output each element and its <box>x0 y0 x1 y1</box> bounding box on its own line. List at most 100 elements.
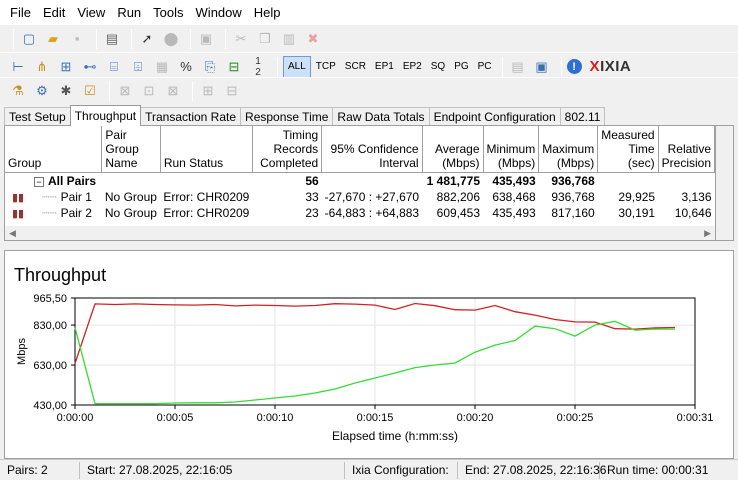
copy-icon[interactable]: ❐ <box>259 30 271 46</box>
confidence-interval: -64,883 : +64,883 <box>324 205 420 220</box>
paste-icon[interactable]: ▥ <box>282 30 296 46</box>
filter-all-button[interactable]: ALL <box>283 55 311 78</box>
toolbar-separator <box>96 28 97 49</box>
tools-icon[interactable]: ✱ <box>60 82 72 98</box>
col-header-relative-precision[interactable]: Relative Precision <box>658 126 715 173</box>
col-header-group[interactable]: Group <box>5 126 103 173</box>
filter-tcp-button[interactable]: TCP <box>315 61 336 72</box>
scroll-left-icon[interactable]: ◀ <box>9 227 16 238</box>
filter-ep2-button[interactable]: EP2 <box>402 61 422 72</box>
tree-line: ┈┈ <box>42 205 57 220</box>
toolbar-separator <box>131 28 132 49</box>
throughput-chart: 965,50 830,00 630,00 430,000:00:00 0:00:05 0:… <box>16 293 713 443</box>
wizard-icon[interactable]: ⚗ <box>12 82 24 98</box>
run-status: Error: CHR0209 <box>163 189 250 204</box>
filter-ep1-button[interactable]: EP1 <box>374 61 394 72</box>
status-ixia-config: Ixia Configuration: <box>345 461 458 479</box>
col-header-average[interactable]: Average (Mbps) <box>422 126 484 173</box>
endpoint-icon[interactable]: ⊞ <box>60 58 72 74</box>
menu-edit[interactable]: Edit <box>42 4 66 20</box>
group-icon[interactable]: ⊞ <box>202 82 214 98</box>
results-tabs: Test Setup Throughput Transaction Rate R… <box>4 105 606 126</box>
col-header-run-status[interactable]: Run Status <box>160 126 253 173</box>
menu-view[interactable]: View <box>77 4 106 20</box>
average: 882,206 <box>436 189 481 204</box>
count-icon[interactable]: ⊟ <box>228 58 240 74</box>
pair-1-cell: ▮▮ ┈┈ Pair 1 <box>5 189 102 205</box>
cut-icon[interactable]: ✂ <box>235 30 247 46</box>
chart-config-icon[interactable]: ⚙ <box>36 82 48 98</box>
col-header-minimum[interactable]: Minimum (Mbps) <box>483 126 540 173</box>
col-header-measured-time[interactable]: Measured Time (sec) <box>597 126 659 173</box>
tab-throughput[interactable]: Throughput <box>69 105 142 126</box>
all-pairs-label: All Pairs <box>48 173 97 188</box>
filter-pg-button[interactable]: PG <box>454 61 469 72</box>
network-icon[interactable]: ⊷ <box>83 58 97 74</box>
save-icon[interactable]: ▪ <box>74 31 80 46</box>
menu-run[interactable]: Run <box>117 4 142 20</box>
collapse-toggle-icon[interactable]: − <box>34 176 44 187</box>
col-header-confidence-interval[interactable]: 95% Confidence Interval <box>321 126 423 173</box>
menu-help[interactable]: Help <box>253 4 281 20</box>
delete-icon[interactable]: ✖ <box>307 30 319 46</box>
filter-scr-button[interactable]: SCR <box>344 61 366 72</box>
save-report-icon[interactable]: ▣ <box>535 58 548 74</box>
table-row[interactable]: ▮▮ ┈┈ Pair 2 No Group Error: CHR0209 23 -6… <box>5 205 715 221</box>
filter-sq-button[interactable]: SQ <box>430 61 446 72</box>
measured-time: 29,925 <box>618 189 656 204</box>
horizontal-scrollbar[interactable]: ◀ ▶ <box>5 226 715 240</box>
checklist-icon[interactable]: ☑ <box>84 82 96 98</box>
percent-icon[interactable]: % <box>180 59 192 74</box>
script-icon[interactable]: ⌸ <box>110 58 118 74</box>
tab-transaction-rate[interactable]: Transaction Rate <box>140 107 242 126</box>
print-icon[interactable]: ▤ <box>105 30 119 46</box>
pair-add-icon[interactable]: ⊢ <box>12 58 24 74</box>
tab-endpoint-configuration[interactable]: Endpoint Configuration <box>428 107 561 126</box>
toolbar-separator <box>190 28 191 49</box>
export-icon[interactable]: ⎘ <box>204 58 216 74</box>
multicast-icon[interactable]: ⋔ <box>36 58 48 74</box>
menu-tools[interactable]: Tools <box>153 4 184 20</box>
all-pairs-records: 56 <box>305 173 319 188</box>
col-header-timing-records[interactable]: Timing Records Completed <box>252 126 323 173</box>
menu-window[interactable]: Window <box>195 4 242 20</box>
collapse-icon[interactable]: ⊡ <box>143 82 155 98</box>
open-folder-icon[interactable]: ▰ <box>48 30 58 46</box>
vertical-scrollbar[interactable] <box>716 125 734 241</box>
col-header-maximum[interactable]: Maximum (Mbps) <box>538 126 599 173</box>
x-tick-label: 0:00:10 <box>257 412 294 424</box>
menu-bar: File Edit View Run Tools Window Help <box>0 0 738 24</box>
info-icon[interactable]: ! <box>566 59 582 74</box>
filter-icon[interactable]: ▦ <box>155 58 169 74</box>
stop-icon[interactable]: ⬤ <box>163 30 179 46</box>
ungroup-icon[interactable]: ⊟ <box>226 82 238 98</box>
edit-script-icon[interactable]: ⌹ <box>134 58 142 74</box>
new-file-icon[interactable]: ▢ <box>22 30 36 46</box>
table-row[interactable]: ▮▮ ┈┈ Pair 1 No Group Error: CHR0209 33 -2… <box>5 189 715 205</box>
y-tick-label: 630,00 <box>33 360 67 372</box>
filter-pc-button[interactable]: PC <box>477 61 492 72</box>
expand-icon[interactable]: ⊠ <box>119 82 131 98</box>
menu-file[interactable]: File <box>10 4 31 20</box>
all-pairs-row[interactable]: − All Pairs 56 1 481,775 435,493 936,768 <box>5 173 715 189</box>
tab-raw-data-totals[interactable]: Raw Data Totals <box>332 107 430 126</box>
tab-802-11[interactable]: 802.11 <box>559 107 606 126</box>
expand-all-icon[interactable]: ⊠ <box>167 82 179 98</box>
col-header-pair-group-name[interactable]: Pair Group Name <box>101 126 161 173</box>
toolbar-separator <box>109 80 110 101</box>
results-grid: Group Pair Group Name Run Status Timing … <box>4 125 716 241</box>
main-toolbar: ▢ ▰ ▪ ▤ ➚ ⬤ ▣ ✂ ❐ ▥ ✖ <box>0 24 738 52</box>
toolbar-separator <box>560 56 562 77</box>
report-icon[interactable]: ▤ <box>511 58 524 74</box>
tab-test-setup[interactable]: Test Setup <box>4 107 71 126</box>
run-icon[interactable]: ➚ <box>141 30 153 46</box>
refresh-icon[interactable]: ▣ <box>199 30 213 46</box>
y-tick-label: 830,00 <box>33 320 67 332</box>
y-tick-label: 965,50 <box>33 293 67 305</box>
ixia-logo: XIXIA <box>589 58 632 75</box>
maximum: 817,160 <box>551 205 595 220</box>
scroll-right-icon[interactable]: ▶ <box>704 227 711 238</box>
y-tick-label: 430,00 <box>33 400 67 412</box>
tab-response-time[interactable]: Response Time <box>240 107 334 126</box>
